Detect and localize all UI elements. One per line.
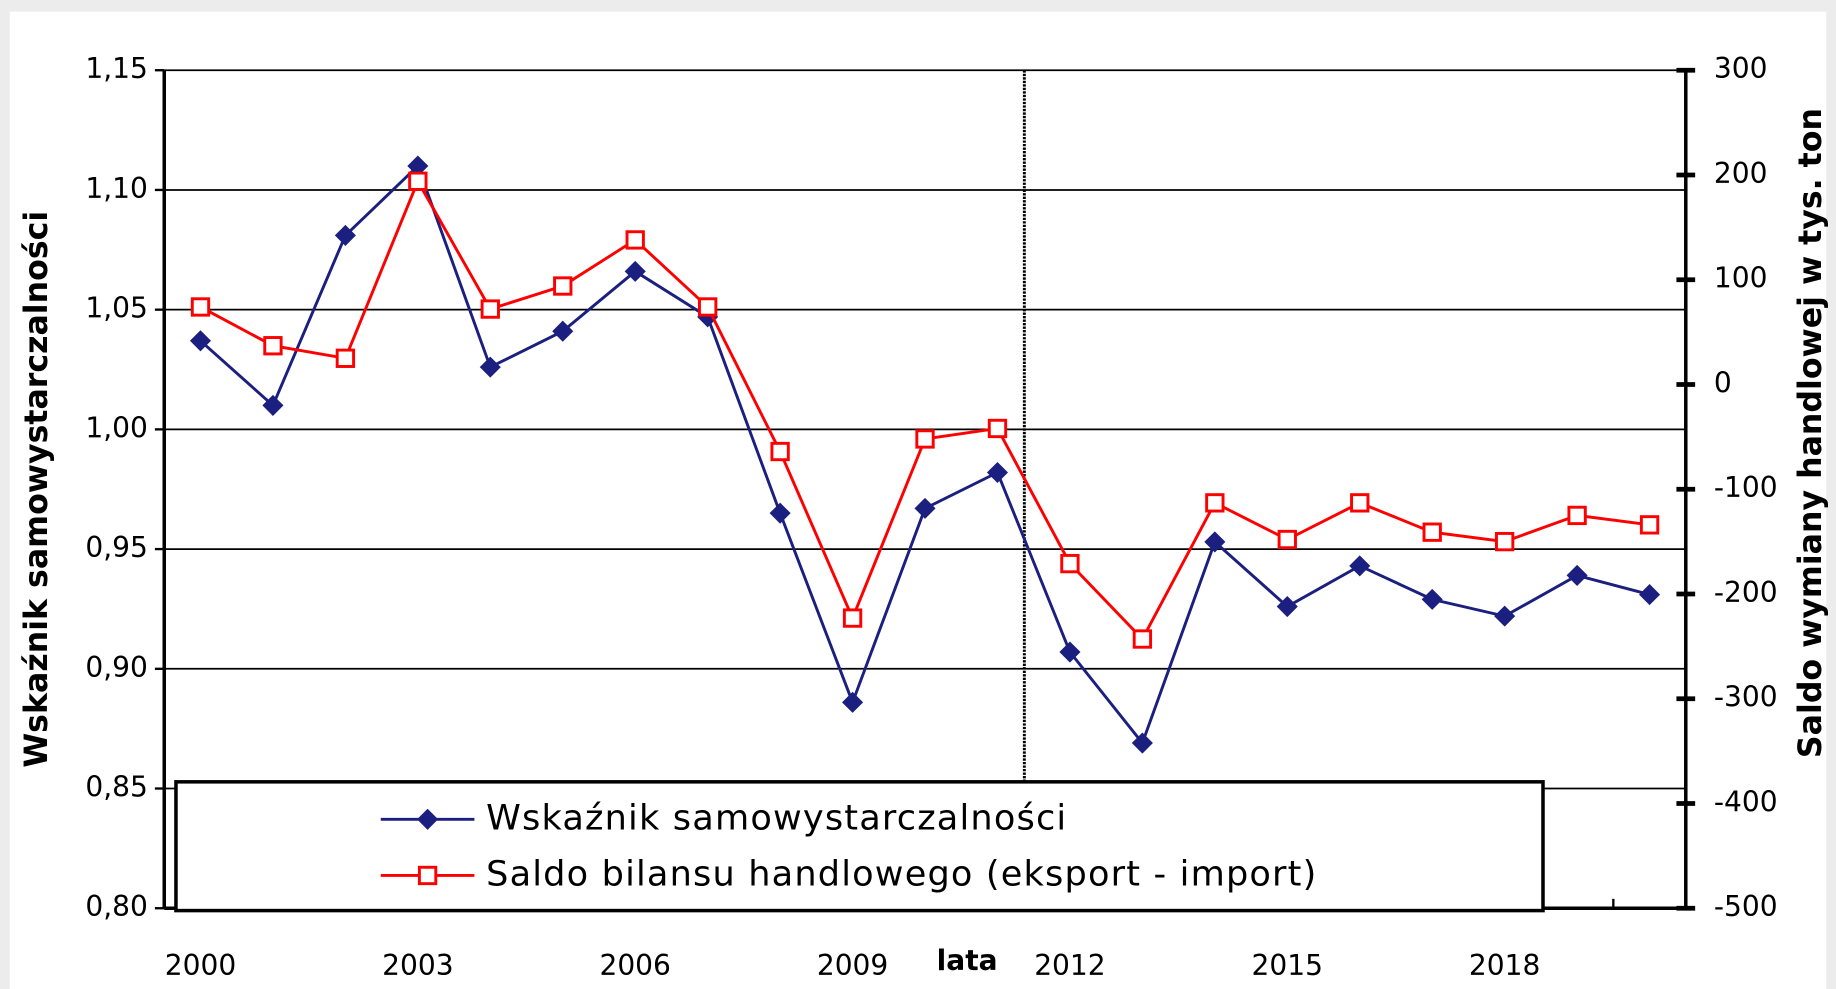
x-tick-label: 2003 [382, 949, 453, 982]
point [1495, 531, 1515, 552]
y-tick-label: 1,15 [85, 52, 148, 85]
x-tick-label: 2015 [1252, 949, 1323, 982]
point [1131, 732, 1153, 754]
point [263, 336, 283, 356]
y-tick-label: 0,80 [85, 890, 148, 923]
point [262, 394, 284, 416]
y-tick-label: 0,85 [85, 771, 148, 804]
point [190, 297, 211, 317]
x-axis-title: lata [937, 944, 998, 977]
legend-marker [417, 808, 439, 830]
point [1422, 522, 1442, 542]
point [698, 297, 718, 317]
point [480, 299, 500, 319]
point [1421, 588, 1443, 610]
legend-label: Saldo bilansu handlowego (eksport - impo… [486, 853, 1317, 894]
y-tick-label: 1,05 [85, 292, 148, 325]
point [1567, 505, 1587, 526]
point [1639, 584, 1661, 606]
point [334, 224, 356, 246]
point [987, 418, 1008, 439]
y-tick-label: 1,00 [85, 411, 148, 444]
y-axis-title: Wskaźnik samowystarczalności [19, 211, 55, 768]
y2-tick-label: 0 [1714, 366, 1732, 399]
point [770, 441, 790, 462]
point [842, 608, 863, 628]
point [408, 171, 428, 191]
legend-label: Wskaźnik samowystarczalności [486, 797, 1067, 838]
y2-tick-label: 200 [1714, 157, 1768, 190]
point [1276, 596, 1298, 618]
point [189, 330, 212, 352]
y2-tick-label: 300 [1714, 52, 1768, 85]
point [986, 461, 1009, 484]
point [1205, 493, 1225, 513]
point [625, 230, 645, 250]
point [1350, 493, 1370, 513]
point [914, 497, 936, 519]
point [1639, 515, 1660, 535]
point [1204, 531, 1226, 553]
y2-tick-label: -300 [1714, 681, 1778, 714]
point [407, 155, 429, 177]
x-tick-label: 2018 [1469, 949, 1540, 982]
x-tick-label: 2012 [1034, 949, 1105, 982]
y2-tick-label: 100 [1714, 262, 1768, 295]
y2-tick-label: -400 [1714, 785, 1778, 818]
point [842, 691, 864, 713]
y2-tick-label: -200 [1714, 576, 1778, 609]
series [190, 171, 1660, 649]
point [335, 348, 356, 368]
point [553, 276, 573, 296]
point [1132, 629, 1153, 649]
y2-axis-title: Saldo wymiany handlowej w tys. ton [1793, 108, 1829, 758]
point [1277, 529, 1297, 550]
x-tick-label: 2006 [599, 949, 670, 982]
point [1349, 555, 1371, 577]
y-tick-label: 0,95 [85, 531, 148, 564]
point [915, 429, 935, 449]
point [1060, 553, 1080, 574]
x-tick-label: 2000 [165, 949, 236, 982]
y2-tick-label: -500 [1714, 890, 1778, 923]
y2-tick-label: -100 [1714, 471, 1778, 504]
point [552, 320, 574, 342]
legend-marker [417, 865, 438, 886]
y-tick-label: 1,10 [85, 172, 148, 205]
x-tick-label: 2009 [817, 949, 888, 982]
point [479, 356, 501, 378]
point [624, 260, 646, 282]
legend-box [174, 780, 1545, 913]
point [1494, 605, 1516, 627]
y-tick-label: 0,90 [85, 651, 148, 684]
